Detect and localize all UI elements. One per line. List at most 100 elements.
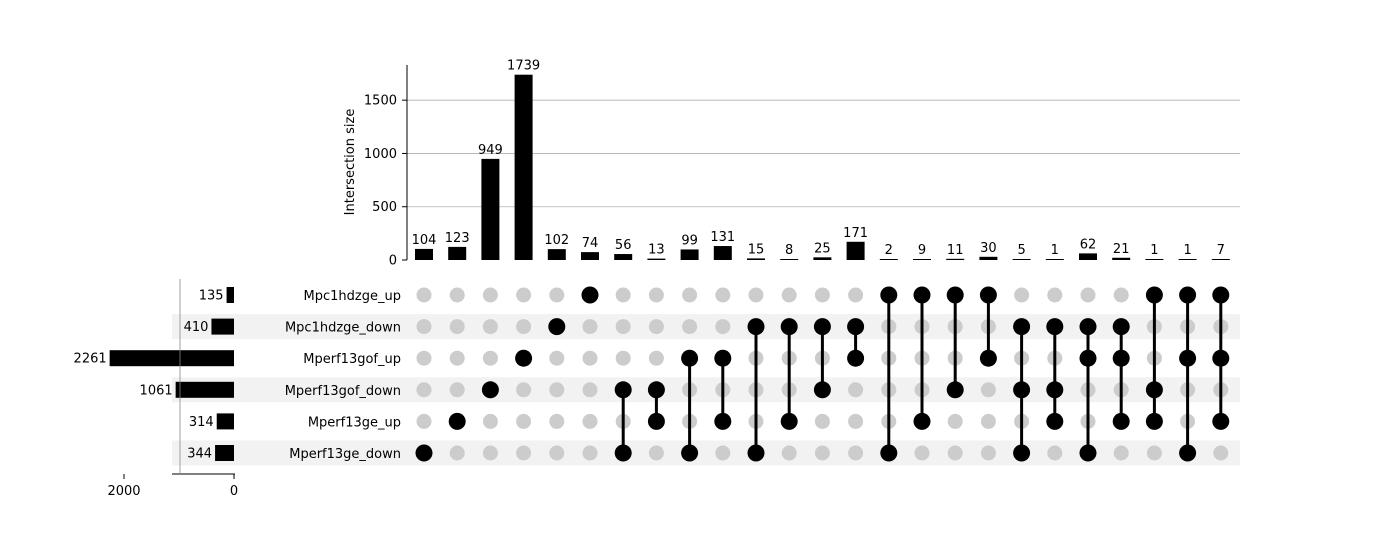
matrix-dot-inactive xyxy=(615,319,631,335)
intersection-bar xyxy=(1145,259,1164,260)
matrix-dot-inactive xyxy=(1146,445,1162,461)
matrix-dot-inactive xyxy=(1113,445,1129,461)
intersection-bar xyxy=(846,241,865,260)
y-tick-label: 500 xyxy=(372,200,397,215)
matrix-dot-inactive xyxy=(482,413,498,429)
matrix-dot-inactive xyxy=(715,319,731,335)
matrix-dot-active xyxy=(880,286,898,304)
matrix-dot-inactive xyxy=(682,287,698,303)
intersection-bar xyxy=(614,254,633,260)
matrix-dot-inactive xyxy=(781,287,797,303)
set-size-bar xyxy=(109,350,234,367)
set-size-bar xyxy=(226,287,234,303)
matrix-dot-inactive xyxy=(1047,445,1063,461)
matrix-dot-inactive xyxy=(449,350,465,366)
y-tick-label: 1000 xyxy=(364,147,397,162)
matrix-dot-inactive xyxy=(549,350,565,366)
intersection-bar-label: 7 xyxy=(1217,243,1225,258)
matrix-dot-inactive xyxy=(781,445,797,461)
matrix-dot-inactive xyxy=(416,382,432,398)
matrix-dot-inactive xyxy=(648,319,664,335)
matrix-dot-inactive xyxy=(416,350,432,366)
matrix-dot-active xyxy=(880,444,898,462)
intersection-bar xyxy=(979,256,998,260)
intersection-bar-label: 74 xyxy=(582,236,599,251)
intersection-bar xyxy=(1178,259,1197,260)
set-name-label: Mpc1hdzge_up xyxy=(304,289,401,304)
matrix-dot-inactive xyxy=(449,445,465,461)
intersection-bar-label: 8 xyxy=(785,243,793,258)
set-size-bar-label: 410 xyxy=(184,320,209,335)
matrix-dot-inactive xyxy=(848,287,864,303)
matrix-dot-active xyxy=(1079,318,1097,336)
matrix-dot-inactive xyxy=(449,319,465,335)
matrix-dot-active xyxy=(1046,318,1064,336)
intersection-bar-label: 102 xyxy=(544,233,569,248)
intersection-bar xyxy=(879,259,898,260)
intersection-bar-label: 9 xyxy=(918,243,926,258)
matrix-dot-active xyxy=(714,412,732,430)
matrix-dot-active xyxy=(747,444,765,462)
intersection-bar-label: 56 xyxy=(615,238,632,253)
intersection-gridlines xyxy=(407,99,1240,208)
matrix-dot-inactive xyxy=(416,319,432,335)
intersection-bar xyxy=(647,258,666,260)
matrix-dot-active xyxy=(681,349,699,367)
matrix-dot-active xyxy=(614,381,632,399)
matrix-dot-inactive xyxy=(549,382,565,398)
matrix-dot-active xyxy=(647,412,665,430)
set-size-bar xyxy=(215,445,234,461)
matrix-dot-inactive xyxy=(449,287,465,303)
matrix-dot-active xyxy=(515,349,533,367)
matrix-dot-active xyxy=(813,381,831,399)
matrix-dot-active xyxy=(415,444,433,462)
set-size-bar xyxy=(216,413,234,430)
matrix-dot-active xyxy=(780,412,798,430)
matrix-dot-inactive xyxy=(615,287,631,303)
intersection-bar-label: 104 xyxy=(412,233,437,248)
matrix-dot-inactive xyxy=(582,319,598,335)
set-size-bar-label: 2261 xyxy=(74,352,107,367)
set-name-labels: Mpc1hdzge_up Mpc1hdzge_down Mperf13gof_up M… xyxy=(285,289,401,462)
matrix-dot-active xyxy=(979,286,997,304)
matrix-dot-active xyxy=(847,349,865,367)
matrix-dot-active xyxy=(581,286,599,304)
matrix-dot-active xyxy=(548,318,566,336)
matrix-dot-inactive xyxy=(449,382,465,398)
matrix-dot-inactive xyxy=(416,287,432,303)
intersection-bar xyxy=(747,258,765,260)
matrix-dot-active xyxy=(1013,381,1031,399)
intersection-bar-label: 62 xyxy=(1080,237,1097,252)
matrix-dot-inactive xyxy=(1113,287,1129,303)
intersection-bar xyxy=(448,246,467,260)
matrix-dot-active xyxy=(1112,412,1130,430)
matrix-dot-inactive xyxy=(482,287,498,303)
matrix-dot-active xyxy=(1179,286,1197,304)
set-size-bar xyxy=(175,381,234,398)
matrix-dot-active xyxy=(1079,444,1097,462)
matrix-dot-active xyxy=(481,381,499,399)
set-size-x-ticks: 2000 0 xyxy=(107,474,238,499)
matrix-dot-active xyxy=(780,318,798,336)
intersection-bar xyxy=(713,246,732,260)
intersection-bar xyxy=(1045,259,1064,260)
set-size-bar-label: 314 xyxy=(189,415,214,430)
set-size-bar-label: 135 xyxy=(199,289,224,304)
matrix-dot-active xyxy=(913,412,931,430)
matrix-dot-inactive xyxy=(980,413,996,429)
matrix-dot-inactive xyxy=(914,445,930,461)
matrix-dot-active xyxy=(1179,444,1197,462)
matrix-dot-inactive xyxy=(980,445,996,461)
matrix-dot-active xyxy=(1013,318,1031,336)
matrix-dot-inactive xyxy=(615,350,631,366)
set-size-bar-labels: 135 410 2261 1061 314 344 xyxy=(74,289,224,462)
intersection-bar-label: 13 xyxy=(648,243,665,258)
y-tick-label: 0 xyxy=(389,254,397,269)
intersection-bar-label: 11 xyxy=(947,243,964,258)
intersection-bar xyxy=(1211,259,1230,260)
matrix-dot-inactive xyxy=(848,445,864,461)
intersection-bar xyxy=(913,259,931,260)
intersection-bar xyxy=(1079,253,1097,260)
matrix-dot-inactive xyxy=(648,287,664,303)
